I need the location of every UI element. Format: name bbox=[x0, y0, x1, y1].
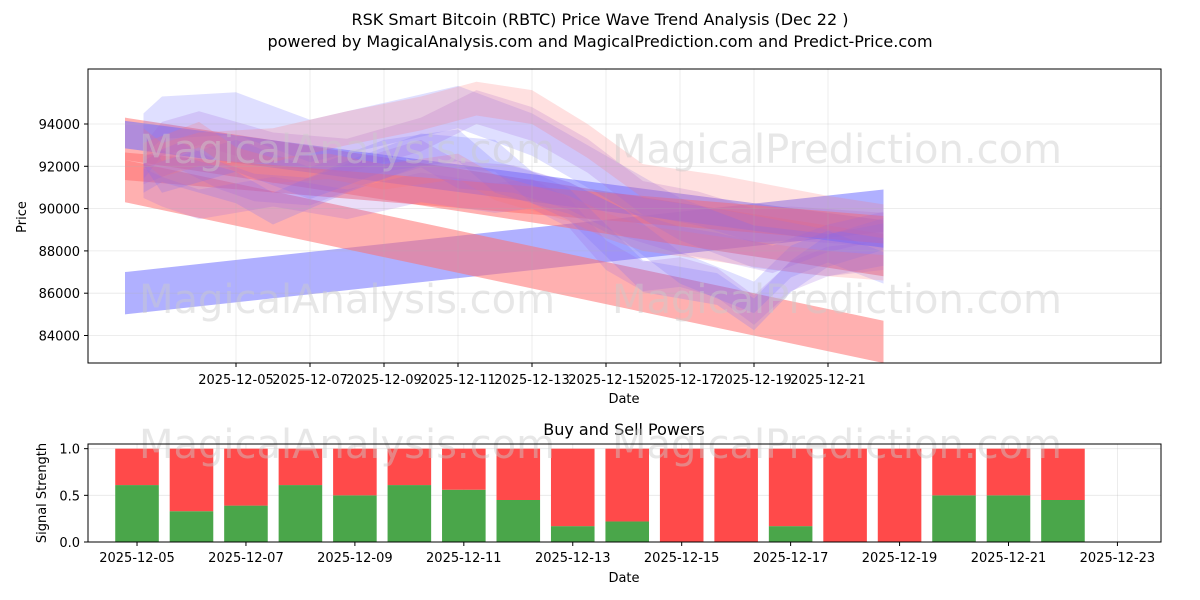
buy-bar-2025-12-06 bbox=[169, 511, 214, 542]
watermark-prediction-bottom: MagicalPrediction.com bbox=[612, 422, 1062, 468]
price-y-axis-label: Price bbox=[15, 201, 30, 233]
price-xtick-label-8: 2025-12-21 bbox=[790, 373, 866, 388]
price-xtick-label-1: 2025-12-07 bbox=[272, 373, 348, 388]
buy-bar-2025-12-22 bbox=[1041, 500, 1085, 542]
wave-band-red-5 bbox=[143, 81, 884, 239]
sell-bar-2025-12-10 bbox=[387, 448, 432, 486]
buy-bar-2025-12-05 bbox=[115, 485, 159, 542]
price-xtick-label-2: 2025-12-09 bbox=[346, 373, 422, 388]
buy-bar-2025-12-10 bbox=[387, 485, 432, 542]
powers-y-axis: 0.0 0.5 1.0 bbox=[59, 443, 88, 551]
price-xtick-label-6: 2025-12-17 bbox=[642, 373, 718, 388]
sell-bar-2025-12-18 bbox=[823, 448, 867, 542]
buy-bar-2025-12-13 bbox=[550, 526, 595, 542]
powers-ytick-label-1: 0.5 bbox=[59, 489, 80, 504]
chart-title: RSK Smart Bitcoin (RBTC) Price Wave Tren… bbox=[352, 10, 849, 29]
trend-band-red-1 bbox=[125, 159, 884, 363]
price-xtick-label-0: 2025-12-05 bbox=[198, 373, 274, 388]
price-bands bbox=[125, 81, 884, 363]
watermark-analysis-mid: MagicalAnalysis.com bbox=[139, 277, 555, 323]
powers-xtick-label-7: 2025-12-19 bbox=[862, 551, 938, 566]
watermark-prediction-mid: MagicalPrediction.com bbox=[612, 277, 1062, 323]
sell-bar-2025-12-08 bbox=[278, 448, 323, 486]
price-xtick-label-5: 2025-12-15 bbox=[568, 373, 644, 388]
buy-bar-2025-12-08 bbox=[278, 485, 323, 542]
sell-bar-2025-12-12 bbox=[496, 448, 541, 500]
watermark-analysis-top: MagicalAnalysis.com bbox=[139, 127, 555, 173]
chart-subtitle: powered by MagicalAnalysis.com and Magic… bbox=[267, 32, 932, 51]
powers-xtick-label-5: 2025-12-15 bbox=[644, 551, 720, 566]
buy-bar-2025-12-07 bbox=[224, 505, 268, 542]
price-wave-chart: MagicalAnalysis.com MagicalPrediction.co… bbox=[15, 68, 1162, 407]
price-x-axis: 2025-12-052025-12-072025-12-092025-12-11… bbox=[198, 363, 866, 388]
powers-xtick-label-2: 2025-12-09 bbox=[317, 551, 393, 566]
powers-xtick-label-1: 2025-12-07 bbox=[208, 551, 284, 566]
powers-xtick-label-6: 2025-12-17 bbox=[753, 551, 829, 566]
powers-plot-frame bbox=[87, 443, 1162, 543]
buy-bar-2025-12-14 bbox=[605, 521, 650, 542]
price-ytick-label-5: 94000 bbox=[39, 118, 80, 133]
sell-bar-2025-12-17 bbox=[768, 448, 813, 527]
price-ytick-label-1: 86000 bbox=[39, 287, 80, 302]
sell-bar-2025-12-15 bbox=[659, 448, 704, 542]
wave-band-blue-2 bbox=[143, 133, 884, 331]
powers-xtick-label-3: 2025-12-11 bbox=[426, 551, 502, 566]
wave-band-purple-3 bbox=[143, 168, 884, 325]
price-ytick-label-4: 92000 bbox=[39, 160, 80, 175]
trend-band-red-4 bbox=[125, 152, 884, 244]
sell-bar-2025-12-07 bbox=[224, 448, 268, 506]
price-xtick-label-4: 2025-12-13 bbox=[494, 373, 570, 388]
price-plot-frame bbox=[87, 68, 1162, 364]
sell-bar-2025-12-09 bbox=[333, 448, 377, 496]
sell-bar-2025-12-16 bbox=[714, 448, 758, 542]
sell-bar-2025-12-05 bbox=[115, 448, 159, 486]
price-ytick-label-3: 90000 bbox=[39, 203, 80, 218]
sell-bar-2025-12-22 bbox=[1041, 448, 1085, 500]
price-ytick-label-0: 84000 bbox=[39, 330, 80, 345]
sell-bar-2025-12-14 bbox=[605, 448, 650, 522]
price-xtick-label-7: 2025-12-19 bbox=[716, 373, 792, 388]
buy-bar-2025-12-21 bbox=[986, 495, 1031, 542]
wave-band-blue-1 bbox=[143, 129, 884, 314]
price-x-axis-label: Date bbox=[608, 392, 639, 407]
buy-bar-2025-12-20 bbox=[932, 495, 976, 542]
wave-band-blue-0 bbox=[143, 85, 884, 277]
powers-bars bbox=[115, 448, 1085, 542]
powers-xtick-label-9: 2025-12-23 bbox=[1080, 551, 1156, 566]
sell-bar-2025-12-13 bbox=[550, 448, 595, 527]
powers-xtick-label-4: 2025-12-13 bbox=[535, 551, 611, 566]
powers-y-axis-label: Signal Strength bbox=[35, 443, 50, 543]
price-ytick-label-2: 88000 bbox=[39, 245, 80, 260]
price-y-axis: 84000 86000 88000 90000 92000 94000 bbox=[39, 118, 88, 345]
price-watermarks: MagicalAnalysis.com MagicalPrediction.co… bbox=[139, 127, 1062, 323]
price-xtick-label-3: 2025-12-11 bbox=[420, 373, 496, 388]
sell-bar-2025-12-11 bbox=[442, 448, 486, 490]
powers-x-axis: 2025-12-05 2025-12-07 2025-12-09 2025-12-11… bbox=[99, 542, 1155, 566]
sell-bar-2025-12-06 bbox=[169, 448, 214, 512]
powers-ytick-label-0: 0.0 bbox=[59, 536, 80, 551]
powers-watermarks: MagicalAnalysis.com MagicalPrediction.co… bbox=[139, 422, 1062, 468]
price-gridlines bbox=[88, 69, 1161, 363]
buy-bar-2025-12-17 bbox=[768, 526, 813, 542]
wave-band-purple-4 bbox=[143, 90, 884, 247]
wave-band-purple-7 bbox=[143, 139, 884, 274]
sell-bar-2025-12-21 bbox=[986, 448, 1031, 496]
buy-sell-powers-chart: Buy and Sell Powers MagicalAnalysis.com … bbox=[35, 420, 1162, 586]
wave-band-red-6 bbox=[143, 121, 884, 281]
watermark-prediction-top: MagicalPrediction.com bbox=[612, 127, 1062, 173]
buy-bar-2025-12-12 bbox=[496, 500, 541, 542]
watermark-analysis-bottom: MagicalAnalysis.com bbox=[139, 422, 555, 468]
sell-bar-2025-12-20 bbox=[932, 448, 976, 496]
powers-xtick-label-0: 2025-12-05 bbox=[99, 551, 175, 566]
powers-ytick-label-2: 1.0 bbox=[59, 443, 80, 458]
powers-chart-title: Buy and Sell Powers bbox=[543, 420, 705, 439]
powers-xtick-label-8: 2025-12-21 bbox=[971, 551, 1047, 566]
buy-bar-2025-12-11 bbox=[442, 489, 486, 542]
sell-bar-2025-12-19 bbox=[877, 448, 922, 542]
buy-bar-2025-12-09 bbox=[333, 495, 377, 542]
powers-x-axis-label: Date bbox=[608, 571, 639, 586]
